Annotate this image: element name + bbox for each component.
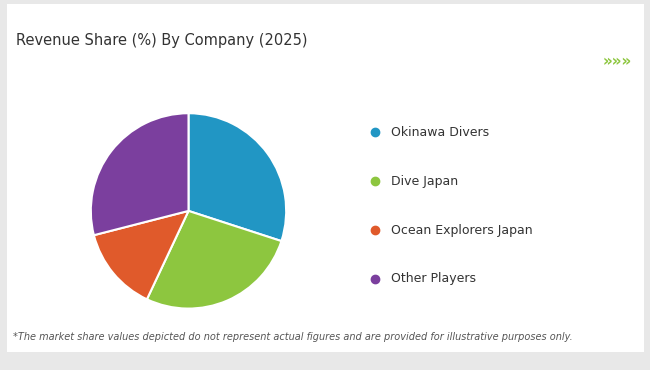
Text: Revenue Share (%) By Company (2025): Revenue Share (%) By Company (2025) [16, 34, 307, 48]
Wedge shape [91, 113, 188, 235]
Text: Ocean Explorers Japan: Ocean Explorers Japan [391, 223, 533, 237]
Wedge shape [188, 113, 286, 241]
Text: Okinawa Divers: Okinawa Divers [391, 126, 489, 139]
Text: Dive Japan: Dive Japan [391, 175, 458, 188]
Text: »»»: »»» [603, 54, 632, 70]
Wedge shape [94, 211, 188, 299]
Wedge shape [147, 211, 281, 309]
Text: Other Players: Other Players [391, 272, 476, 286]
Text: *The market share values depicted do not represent actual figures and are provid: *The market share values depicted do not… [13, 332, 573, 342]
